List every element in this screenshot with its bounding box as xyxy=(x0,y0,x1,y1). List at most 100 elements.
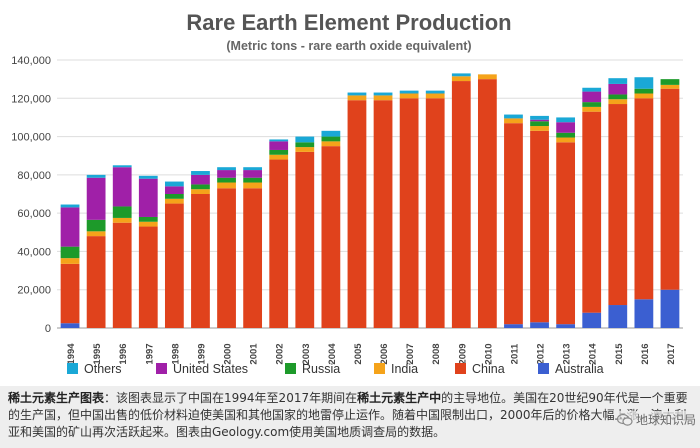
bar-segment-others xyxy=(60,204,80,208)
bar-segment-russia xyxy=(660,79,680,85)
bar-segment-china xyxy=(86,236,106,328)
bar-segment-india xyxy=(295,147,315,152)
bar-segment-china xyxy=(660,88,680,290)
bar-segment-russia xyxy=(295,142,315,148)
bar-segment-india xyxy=(477,74,497,80)
bar-segment-china xyxy=(217,188,236,328)
bar-segment-china xyxy=(582,111,602,313)
bar-segment-russia xyxy=(217,177,236,183)
bar-segment-australia xyxy=(530,322,549,328)
bar-segment-india xyxy=(60,258,80,264)
bar-segment-china xyxy=(399,98,419,329)
chart-area: Rare Earth Element Production (Metric ton… xyxy=(11,10,683,376)
bar-segment-australia xyxy=(608,305,628,328)
bar-segment-australia xyxy=(556,324,576,328)
bar-segment-russia xyxy=(243,177,263,183)
legend-label: India xyxy=(391,362,418,376)
bar-segment-india xyxy=(556,137,576,143)
bar-segment-others xyxy=(399,90,419,94)
bar-segment-china xyxy=(530,130,549,323)
bar-segment-others xyxy=(634,77,654,89)
bar-segment-others xyxy=(530,115,549,120)
caption-bold-mid: 稀土元素生产中 xyxy=(357,391,442,405)
bar-segment-india xyxy=(164,198,184,204)
caption-text-2: 的主导地位。美国在20世纪90年代是一个重要的生产国，但中国出售的低价材料迫使美… xyxy=(8,391,688,439)
bar-segment-china xyxy=(556,142,576,325)
y-tick-label: 60,000 xyxy=(17,208,51,220)
bar-segment-india xyxy=(530,126,549,131)
bar-segment-australia xyxy=(660,289,680,328)
bar-segment-united-states xyxy=(164,186,184,194)
bar-segment-others xyxy=(504,114,523,119)
bar-segment-india xyxy=(425,93,445,99)
bar-segment-others xyxy=(347,92,367,96)
bar-segment-china xyxy=(243,188,263,328)
bar-segment-united-states xyxy=(191,174,210,185)
bar-segment-united-states xyxy=(112,167,132,207)
y-tick-label: 80,000 xyxy=(17,170,51,182)
legend-label: Others xyxy=(84,362,122,376)
bar-segment-russia xyxy=(608,94,628,100)
legend-swatch xyxy=(538,363,549,374)
bar-segment-china xyxy=(347,100,367,328)
bar-segment-united-states xyxy=(86,177,106,220)
bar-segment-china xyxy=(425,98,445,329)
bar-segment-russia xyxy=(138,216,158,222)
bar-segment-china xyxy=(269,159,289,328)
x-tick-label: 2001 xyxy=(249,343,260,365)
bar-segment-others xyxy=(373,92,393,96)
bar-segment-china xyxy=(608,104,628,306)
bar-segment-australia xyxy=(582,312,602,328)
x-tick-label: 2010 xyxy=(483,343,494,364)
bar-segment-china xyxy=(164,203,184,328)
x-tick-label: 2016 xyxy=(640,343,651,364)
bar-segment-russia xyxy=(530,121,549,127)
y-tick-label: 120,000 xyxy=(11,93,51,105)
bar-segment-others xyxy=(321,130,341,137)
bar-segment-others xyxy=(112,165,132,168)
bar-segment-others xyxy=(425,90,445,94)
bar-segment-others xyxy=(556,117,576,123)
bar-segment-others xyxy=(269,139,289,142)
bar-segment-russia xyxy=(269,149,289,155)
legend-label: United States xyxy=(173,362,248,376)
watermark: 地球知识局 xyxy=(616,411,696,428)
bar-segment-united-states xyxy=(138,178,158,217)
x-tick-label: 2003 xyxy=(301,343,312,364)
x-tick-label: 1998 xyxy=(170,343,181,364)
x-tick-label: 2006 xyxy=(379,343,390,364)
bar-segment-china xyxy=(451,81,471,328)
bar-segment-china xyxy=(634,98,654,300)
bar-segment-china xyxy=(191,194,210,328)
bar-segment-united-states xyxy=(60,207,80,247)
bar-segment-russia xyxy=(582,102,602,107)
bar-segment-india xyxy=(399,93,419,99)
y-tick-label: 100,000 xyxy=(11,132,51,144)
x-tick-label: 2011 xyxy=(509,343,520,364)
x-tick-label: 1999 xyxy=(196,343,207,364)
x-tick-label: 2008 xyxy=(431,343,442,364)
bar-segment-united-states xyxy=(556,122,576,133)
bar-segment-china xyxy=(504,123,523,325)
bar-segment-russia xyxy=(112,206,132,218)
bar-segment-india xyxy=(217,182,236,189)
bar-segment-china xyxy=(60,263,80,324)
legend-swatch xyxy=(374,363,385,374)
x-tick-label: 2015 xyxy=(614,343,625,365)
y-tick-label: 40,000 xyxy=(17,246,51,258)
bar-segment-india xyxy=(504,118,523,124)
x-tick-label: 2012 xyxy=(536,343,547,364)
bar-segment-india xyxy=(660,84,680,89)
bar-segment-russia xyxy=(321,136,341,142)
bar-segment-china xyxy=(477,79,497,329)
bar-segment-india xyxy=(608,99,628,105)
y-tick-label: 140,000 xyxy=(11,55,51,67)
bar-segment-india xyxy=(451,76,471,82)
stacked-bar-chart: Rare Earth Element Production (Metric ton… xyxy=(11,10,683,376)
bar-segment-russia xyxy=(191,184,210,190)
bar-segment-united-states xyxy=(530,119,549,122)
bar-segment-united-states xyxy=(217,170,236,178)
bar-segment-united-states xyxy=(608,83,628,95)
bar-segment-china xyxy=(112,222,132,328)
caption-bold-lead: 稀土元素生产图表 xyxy=(8,391,105,405)
